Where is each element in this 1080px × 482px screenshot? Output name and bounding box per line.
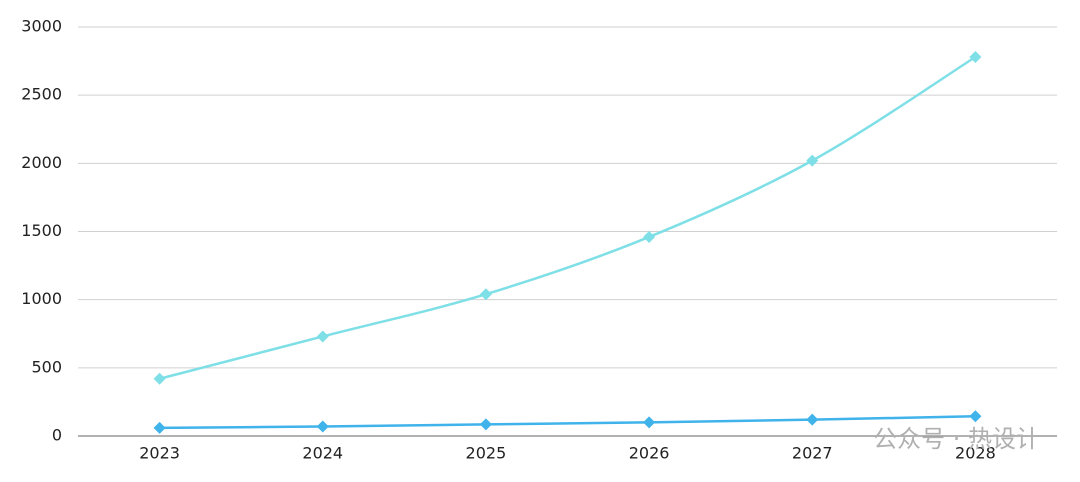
marker [316,330,329,343]
x-tick-label: 2024 [302,444,343,463]
marker [153,372,166,385]
y-tick-label: 1500 [21,221,62,240]
x-tick-label: 2028 [955,444,996,463]
x-tick-label: 2025 [466,444,507,463]
x-tick-label: 2027 [792,444,833,463]
y-tick-label: 1000 [21,289,62,308]
marker [806,154,819,167]
marker [969,50,982,63]
marker [643,416,656,429]
marker [643,230,656,243]
y-tick-label: 500 [31,357,62,376]
marker [316,420,329,433]
marker [806,413,819,426]
marker [153,421,166,434]
series-line [159,414,976,430]
y-tick-label: 2500 [21,85,62,104]
watermark: 公众号 · 热设计 [873,425,1040,453]
marker [479,288,492,301]
x-tick-label: 2023 [139,444,180,463]
y-tick-label: 2000 [21,153,62,172]
y-tick-label: 3000 [21,17,62,36]
marker [479,418,492,431]
y-tick-label: 0 [52,426,62,445]
marker [969,410,982,423]
series-line [159,55,977,380]
x-tick-label: 2026 [629,444,670,463]
